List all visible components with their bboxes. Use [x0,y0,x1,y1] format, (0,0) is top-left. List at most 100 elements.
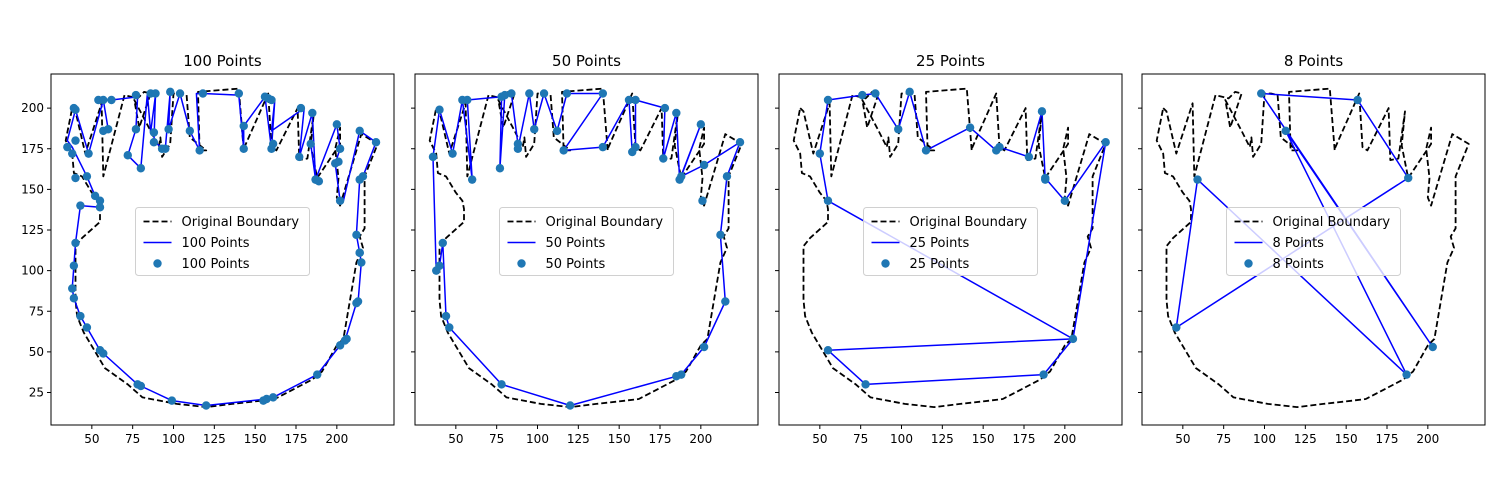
sample-point [699,342,709,352]
x-tick-label: 200 [689,432,712,446]
axes-frame [778,73,1123,426]
subplot-title: 25 Points [916,52,985,70]
x-tick-label: 125 [1294,432,1317,446]
sample-point [1428,342,1437,352]
sample-point [151,89,160,98]
sample-point [352,230,361,240]
sample-point [371,138,381,147]
x-tick-label: 75 [125,432,140,446]
sample-point [598,142,608,152]
x-tick-label: 200 [325,432,348,446]
sample-point [677,172,686,181]
sample-point [823,196,833,205]
sample-point [1402,370,1411,379]
sample-point [823,346,833,355]
legend-line-label: 100 Points [182,236,250,251]
plot-area [63,87,381,410]
subplot-1: 100 Points 50 75 100 125 150 175 200 25 50 75 100 12… [21,52,395,446]
original-boundary-line [428,87,743,409]
y-tick-label: 150 [21,182,44,196]
sample-point [149,128,159,137]
sample-point [99,95,108,105]
sample-point [161,144,170,153]
x-tick-label: 125 [931,432,954,446]
sample-point [308,108,317,118]
sample-point [1101,138,1110,147]
legend: Original Boundary 100 Points 100 Points [135,207,310,276]
sample-point [672,372,681,381]
legend-original-label: Original Boundary [182,215,300,230]
x-tick-label: 150 [1335,432,1358,446]
sample-point [71,136,80,145]
x-tick-label: 50 [812,432,827,446]
sample-point [69,294,79,303]
sample-point [185,126,195,136]
sample-point [428,152,438,162]
sample-point [659,154,668,163]
sample-point [815,149,825,158]
sample-point [698,196,707,205]
sample-point [198,89,208,98]
sample-point [1257,89,1266,98]
x-tick-label: 175 [1376,432,1399,446]
x-tick-label: 75 [1216,432,1231,446]
sample-point [296,103,306,113]
sample-point [921,146,931,155]
sample-point [631,95,640,105]
sample-point [735,138,745,147]
sample-point [565,401,575,410]
sample-point [552,126,562,136]
legend: Original Boundary 25 Points 25 Points [863,207,1038,276]
sample-point [1060,196,1070,205]
sample-point [175,89,185,98]
sample-point [90,191,100,201]
sample-point [164,125,173,134]
sample-point [306,139,315,149]
sample-point [133,380,142,389]
sample-point [722,172,732,181]
legend-line-label: 50 Points [546,236,606,251]
legend-box [1226,207,1401,276]
sample-point [313,370,322,379]
sample-point [355,126,364,136]
sample-point [234,89,244,98]
x-tick-label: 50 [1175,432,1190,446]
x-tick-label: 125 [203,432,226,446]
x-tick-label: 75 [853,432,868,446]
legend-original-label: Original Boundary [910,215,1028,230]
sample-point [445,323,454,332]
original-boundary-line [1155,87,1470,409]
y-tick-label: 200 [21,101,44,115]
sample-point [195,146,204,155]
sample-point [660,103,670,113]
sample-point [432,266,441,275]
sample-point [1041,173,1050,183]
sample-point [965,123,975,132]
sample-point [136,164,146,173]
sample-point [562,89,572,98]
sample-point [76,201,85,210]
subplot-title: 100 Points [183,52,262,70]
x-tick-label: 100 [162,432,185,446]
x-tick-label: 175 [285,432,308,446]
legend-point-label: 50 Points [546,257,606,272]
sample-point [95,346,105,355]
subplot-2: 50 Points 50 75 100 125 150 175 200 Original Bou… [411,52,759,446]
sample-point [82,172,92,181]
sample-point [239,144,248,153]
legend-original-label: Original Boundary [546,215,664,230]
subplot-title: 50 Points [552,52,621,70]
legend-box [135,207,310,276]
sample-point [1068,334,1078,344]
y-tick-label: 75 [29,304,44,318]
sample-point [352,298,361,308]
sample-point [1037,107,1047,116]
sample-point [95,203,105,212]
sample-point [823,95,833,105]
sample-point [131,90,141,100]
sample-point [332,120,342,129]
sample-point [76,311,85,321]
sample-point [167,396,177,405]
sample-point [201,401,211,410]
axes-frame [414,73,759,426]
